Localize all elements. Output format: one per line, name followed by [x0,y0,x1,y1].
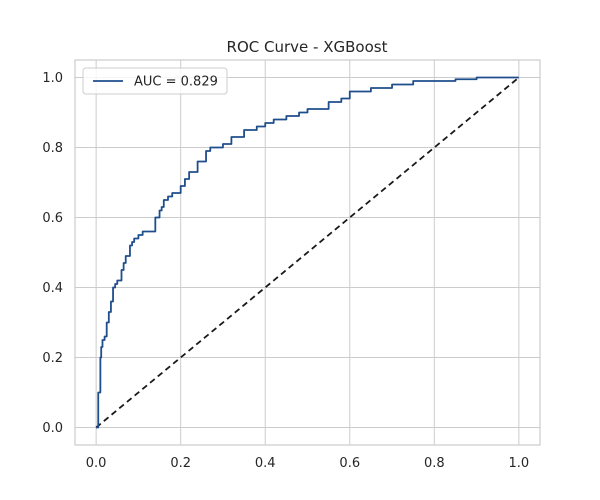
legend-box [82,67,228,95]
axes: 0.0 0.2 0.4 0.6 0.8 1.0 0.0 0.2 0.4 0.6 0.8 1.0 [42,59,541,471]
roc-curve [96,76,519,429]
y-tick-label: 0.2 [42,351,63,366]
plot-frame [74,59,541,446]
y-tick-label: 0.6 [42,211,63,226]
y-tick-label: 0.4 [42,281,63,296]
y-tick-label: 0.8 [42,141,63,156]
x-tick-label: 0.2 [170,456,191,471]
y-tick-label: 1.0 [42,71,63,86]
legend: AUC = 0.829 [82,67,228,95]
series-layer [95,76,520,429]
chance-line [95,76,520,429]
x-tick-label: 0.0 [86,456,107,471]
x-tick-label: 0.4 [255,456,276,471]
chart-title: ROC Curve - XGBoost [227,38,388,56]
x-tick-label: 1.0 [509,456,530,471]
legend-label: AUC = 0.829 [134,75,218,90]
x-tick-label: 0.6 [339,456,360,471]
x-tick-label: 0.8 [424,456,445,471]
y-tick-label: 0.0 [42,421,63,436]
